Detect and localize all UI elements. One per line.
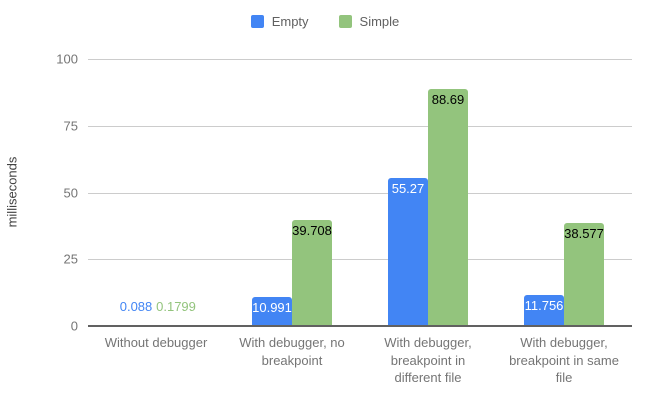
x-axis-labels: Without debugger With debugger, no breakp… (88, 334, 632, 387)
bar-value-label: 0.1799 (156, 298, 196, 314)
bar-empty-3[interactable]: 11.756 (524, 294, 564, 326)
gridline (88, 59, 632, 60)
bar-value-label: 88.69 (431, 92, 465, 108)
category-label: Without debugger (104, 335, 208, 350)
plot-area: 0.088 0.1799 10.991 39.708 55.27 88.69 11.756 3… (88, 59, 632, 327)
category-label: With debugger, breakpoint in same file (509, 335, 619, 386)
bar-value-label: 10.991 (252, 299, 292, 315)
bar-group: 11.756 38.577 (496, 59, 632, 326)
bar-group: 10.991 39.708 (224, 59, 360, 326)
bar-value-label: 11.756 (524, 297, 564, 313)
gridline (88, 192, 632, 194)
bar-simple-2[interactable]: 88.69 (428, 89, 468, 326)
bar-slot: 88.69 (428, 89, 468, 326)
legend-item-simple[interactable]: Simple (338, 14, 400, 29)
bar-group: 55.27 88.69 (360, 59, 496, 326)
bar-empty-2[interactable]: 55.27 (388, 178, 428, 326)
category-label: With debugger, no breakpoint (239, 335, 345, 368)
bar-slot: 55.27 (388, 178, 428, 326)
gridline (88, 259, 632, 261)
legend-label: Empty (271, 14, 309, 29)
y-axis-title: milliseconds (4, 156, 20, 228)
bar-slot: 10.991 (252, 296, 292, 326)
y-tick-label: 0 (70, 318, 78, 334)
legend-swatch-icon (338, 15, 352, 28)
y-tick-label: 100 (56, 51, 78, 67)
bar-slot: 38.577 (564, 223, 604, 326)
bar-value-label: 0.088 (119, 298, 153, 314)
y-tick-label: 25 (63, 251, 78, 267)
bar-slot: 39.708 (292, 219, 332, 326)
bar-slot: 11.756 (524, 294, 564, 326)
legend-swatch-icon (250, 15, 264, 28)
bar-group: 0.088 0.1799 (88, 59, 224, 326)
bar-simple-1[interactable]: 39.708 (292, 219, 332, 326)
legend-item-empty[interactable]: Empty (250, 14, 309, 29)
y-tick-label: 50 (63, 185, 78, 200)
gridline (88, 125, 632, 127)
x-axis-baseline (88, 325, 632, 327)
bar-value-label: 39.708 (292, 222, 332, 238)
bar-groups: 0.088 0.1799 10.991 39.708 55.27 88.69 11.756 3… (88, 59, 632, 326)
bar-value-label: 55.27 (391, 181, 425, 197)
legend-label: Simple (359, 14, 400, 29)
bar-simple-3[interactable]: 38.577 (564, 223, 604, 326)
category-label: With debugger, breakpoint in different f… (384, 335, 472, 386)
bar-empty-1[interactable]: 10.991 (252, 296, 292, 326)
bar-value-label: 38.577 (564, 226, 604, 241)
legend: Empty Simple (0, 14, 650, 29)
y-tick-label: 75 (63, 118, 78, 134)
